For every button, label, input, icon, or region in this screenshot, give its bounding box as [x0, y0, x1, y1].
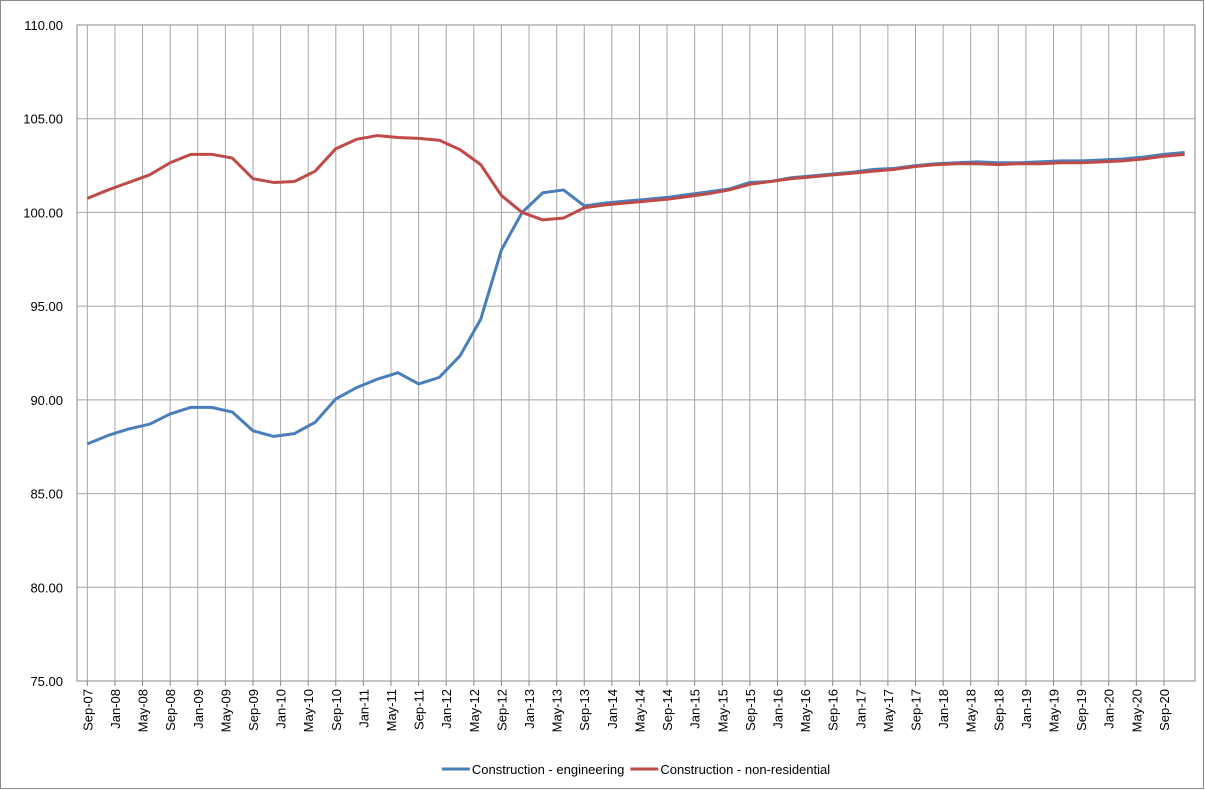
x-tick-label: May-11: [384, 689, 399, 731]
x-tick-label: May-19: [1047, 689, 1062, 732]
x-tick-label: Jan-09: [191, 689, 206, 729]
x-tick-label: Jan-19: [1019, 689, 1034, 729]
x-tick-label: May-17: [881, 689, 896, 732]
x-tick-label: Sep-19: [1074, 689, 1089, 731]
x-tick-label: Jan-17: [853, 689, 868, 729]
x-tick-label: Sep-11: [412, 689, 427, 730]
x-tick-label: May-14: [632, 689, 647, 732]
y-tick-label: 85.00: [30, 487, 63, 502]
x-tick-label: Jan-08: [108, 689, 123, 729]
x-tick-label: May-18: [964, 689, 979, 732]
legend-label: Construction - engineering: [472, 762, 624, 777]
x-tick-label: Jan-15: [688, 689, 703, 729]
y-tick-label: 100.00: [23, 205, 63, 220]
line-series: [86, 150, 1185, 446]
x-tick-label: Sep-20: [1157, 689, 1172, 731]
x-tick-label: Sep-14: [660, 689, 675, 731]
x-tick-label: Sep-07: [80, 689, 95, 731]
plot-area: [76, 24, 1196, 682]
x-tick-label: May-10: [301, 689, 316, 732]
x-tick-label: Sep-17: [909, 689, 924, 731]
y-tick-label: 90.00: [30, 393, 63, 408]
x-tick-label: May-13: [550, 689, 565, 732]
x-tick-label: May-12: [467, 689, 482, 732]
x-tick-label: Sep-13: [577, 689, 592, 731]
y-tick-label: 110.00: [24, 18, 63, 33]
x-tick-label: Sep-09: [246, 689, 261, 731]
x-tick-label: May-16: [798, 689, 813, 732]
x-tick-label: Sep-12: [494, 689, 509, 731]
legend-label: Construction - non-residential: [660, 762, 830, 777]
x-tick-label: May-08: [136, 689, 151, 732]
x-tick-label: Jan-11: [356, 689, 371, 728]
x-tick-label: Sep-08: [163, 689, 178, 731]
legend: Construction - engineering Construction -…: [441, 762, 830, 777]
x-tick-label: Sep-15: [743, 689, 758, 731]
x-tick-label: Jan-12: [439, 689, 454, 729]
x-tick-label: May-20: [1129, 689, 1144, 732]
x-tick-label: Sep-18: [991, 689, 1006, 731]
x-tick-label: Jan-14: [605, 689, 620, 729]
x-tick-label: May-15: [715, 689, 730, 732]
y-tick-label: 95.00: [30, 299, 63, 314]
y-tick-label: 80.00: [30, 580, 63, 595]
x-tick-label: Jan-20: [1102, 689, 1117, 729]
x-tick-label: Sep-10: [329, 689, 344, 731]
x-tick-label: May-09: [218, 689, 233, 732]
x-tick-label: Jan-13: [522, 689, 537, 729]
x-tick-label: Jan-10: [274, 689, 289, 729]
x-tick-label: Sep-16: [826, 689, 841, 731]
y-tick-label: 105.00: [23, 112, 63, 127]
line-series: [86, 134, 1185, 222]
x-tick-label: Jan-18: [936, 689, 951, 729]
y-tick-label: 75.00: [30, 674, 63, 689]
x-tick-label: Jan-16: [770, 689, 785, 729]
